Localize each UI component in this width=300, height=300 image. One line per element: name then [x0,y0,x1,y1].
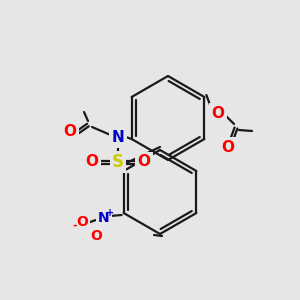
Text: O: O [221,140,235,154]
Text: +: + [106,208,114,218]
Text: O: O [90,229,102,243]
Text: O: O [85,154,98,169]
Text: O: O [76,215,88,229]
Text: N: N [112,130,124,146]
Text: -: - [73,221,77,231]
Text: O: O [137,154,151,169]
Text: N: N [98,211,110,225]
Text: O: O [64,124,76,140]
Text: O: O [212,106,224,121]
Text: S: S [112,153,124,171]
